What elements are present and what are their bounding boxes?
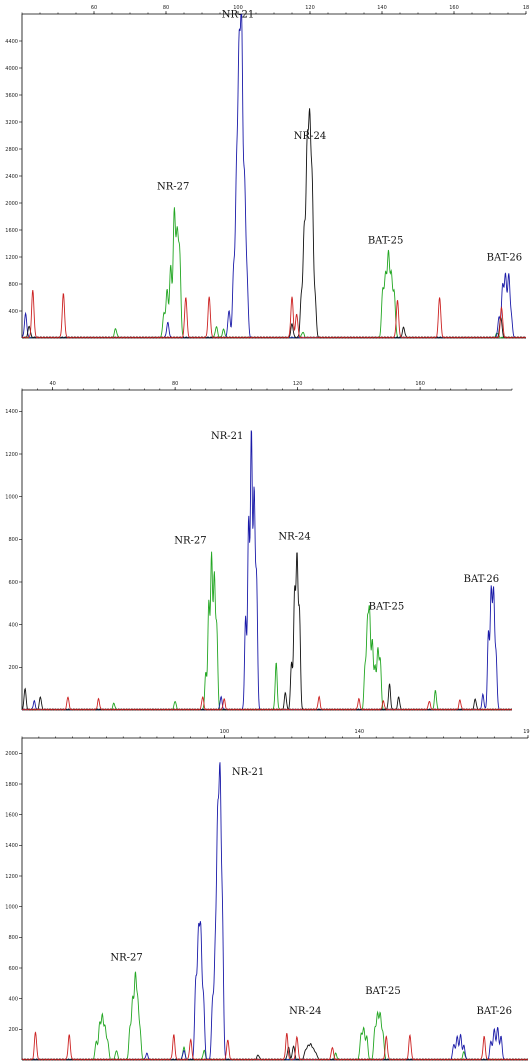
y-tick-label: 4400	[5, 39, 18, 45]
y-tick-label: 400	[8, 996, 18, 1002]
y-tick-label: 3600	[5, 93, 18, 99]
marker-label-bat-26: BAT-26	[477, 1006, 513, 1017]
y-tick-label: 600	[8, 580, 18, 586]
x-tick-label: 160	[415, 381, 425, 387]
y-tick-label: 200	[8, 1027, 18, 1033]
red-trace	[22, 1031, 528, 1061]
y-tick-label: 800	[8, 537, 18, 543]
y-tick-label: 2800	[5, 147, 18, 153]
y-tick-label: 1400	[5, 843, 18, 849]
x-tick-label: 18	[523, 5, 529, 11]
y-tick-label: 200	[8, 665, 18, 671]
blue-trace	[22, 14, 526, 339]
x-tick-label: 60	[91, 5, 97, 11]
y-tick-label: 1000	[5, 904, 18, 910]
green-trace	[22, 551, 512, 711]
black-trace	[22, 552, 512, 711]
y-tick-label: 1600	[5, 812, 18, 818]
red-trace	[22, 289, 526, 339]
marker-label-nr-21: NR-21	[232, 767, 264, 778]
top-electropherogram-panel: 60 80 100 120 140 160 18 400 800 1200 1600 2000 2400…	[5, 5, 529, 339]
blue-trace	[22, 762, 528, 1061]
y-tick-label: 4000	[5, 66, 18, 72]
y-tick-label: 800	[8, 935, 18, 941]
x-tick-label: 120	[293, 381, 303, 387]
marker-label-bat-25: BAT-25	[368, 236, 404, 247]
marker-label-nr-27: NR-27	[174, 536, 206, 547]
bottom-electropherogram-panel: 100 140 190 200 400 600 800 1000 1200 1400 1600 180…	[5, 729, 530, 1061]
x-tick-label: 120	[305, 5, 315, 11]
x-tick-label: 160	[449, 5, 459, 11]
x-tick-label: 80	[163, 5, 169, 11]
y-tick-label: 2000	[5, 201, 18, 207]
middle-electropherogram-panel: 40 80 120 160 200 400 600 800 1000 1200 1400 NR-21 N…	[5, 381, 513, 711]
x-tick-label: 190	[523, 729, 530, 735]
y-tick-label: 600	[8, 966, 18, 972]
x-tick-label: 40	[49, 381, 55, 387]
x-tick-label: 100	[233, 5, 243, 11]
x-tick-label: 100	[220, 729, 230, 735]
y-tick-label: 1400	[5, 409, 18, 415]
x-tick-label: 140	[377, 5, 387, 11]
marker-label-bat-25: BAT-25	[365, 986, 401, 997]
marker-label-nr-24: NR-24	[289, 1006, 321, 1017]
marker-label-bat-26: BAT-26	[464, 574, 500, 585]
red-trace	[22, 695, 512, 711]
y-tick-label: 1000	[5, 494, 18, 500]
y-tick-label: 1200	[5, 874, 18, 880]
y-tick-label: 2000	[5, 751, 18, 757]
marker-label-nr-27: NR-27	[157, 182, 189, 193]
y-tick-label: 1800	[5, 782, 18, 788]
y-tick-label: 1200	[5, 452, 18, 458]
x-tick-label: 140	[355, 729, 365, 735]
marker-label-bat-26: BAT-26	[487, 252, 523, 263]
y-tick-label: 2400	[5, 174, 18, 180]
marker-label-bat-25: BAT-25	[369, 602, 405, 613]
marker-label-nr-24: NR-24	[294, 131, 326, 142]
marker-label-nr-24: NR-24	[278, 531, 310, 542]
y-tick-label: 400	[8, 622, 18, 628]
marker-label-nr-21: NR-21	[211, 431, 243, 442]
marker-label-nr-21: NR-21	[222, 9, 254, 20]
blue-trace	[22, 430, 512, 711]
green-trace	[22, 971, 528, 1061]
x-tick-label: 80	[172, 381, 178, 387]
y-tick-label: 400	[8, 309, 18, 315]
y-tick-label: 1600	[5, 228, 18, 234]
green-trace	[22, 207, 526, 339]
black-trace	[22, 108, 526, 339]
marker-label-nr-27: NR-27	[110, 952, 142, 963]
y-tick-label: 1200	[5, 255, 18, 261]
y-tick-label: 800	[8, 282, 18, 288]
y-tick-label: 3200	[5, 120, 18, 126]
